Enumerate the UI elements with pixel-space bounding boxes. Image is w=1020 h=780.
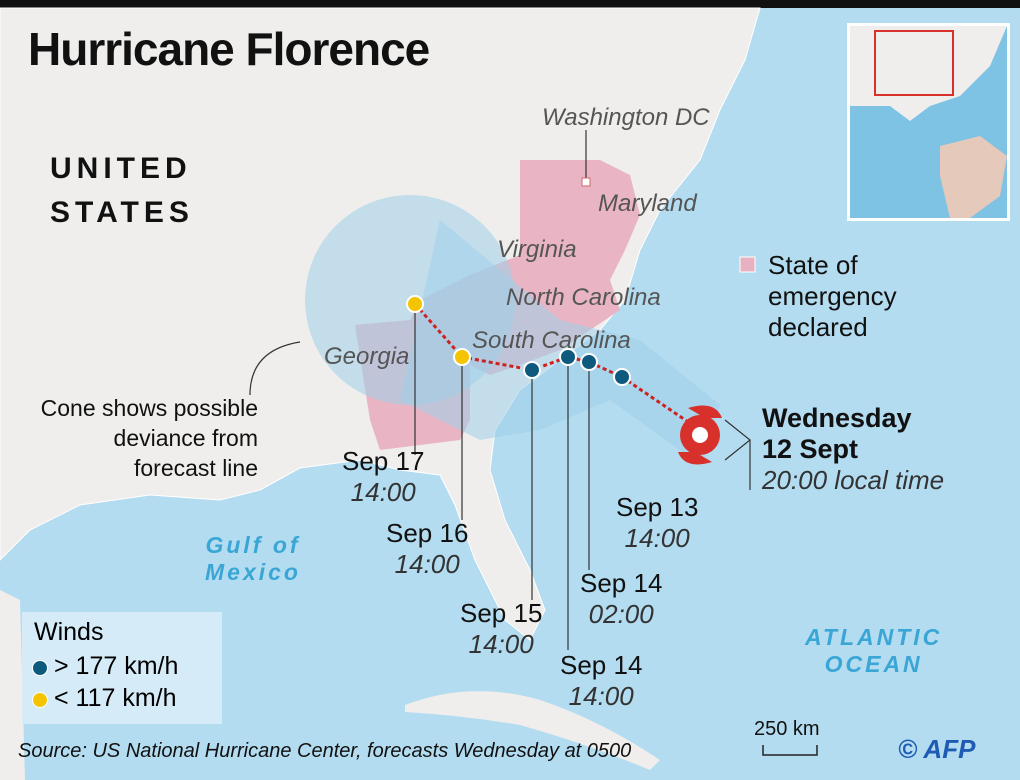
cone-note: Cone shows possible deviance from foreca… — [41, 393, 258, 483]
label-maryland: Maryland — [598, 190, 697, 217]
forecast-date: Sep 13 — [616, 492, 699, 522]
forecast-date: Sep 16 — [386, 518, 469, 548]
forecast-time: 02:00 — [588, 599, 654, 629]
label-south-carolina: South Carolina — [472, 327, 631, 354]
point-sep17 — [406, 295, 424, 313]
label-north-carolina: North Carolina — [506, 284, 661, 311]
map-title: Hurricane Florence — [28, 23, 430, 75]
emergency-line1: State of — [768, 250, 858, 280]
legend-label-weak: < 117 km/h — [54, 684, 177, 712]
forecast-label-sep17: Sep 17 14:00 — [342, 446, 424, 508]
cone-note-line1: Cone shows possible — [40, 395, 258, 421]
scale-bar — [762, 745, 818, 756]
legend-dot-weak — [32, 692, 48, 708]
emergency-legend: State of emergency declared — [768, 250, 897, 343]
point-sep14-14 — [559, 348, 577, 366]
label-georgia: Georgia — [324, 343, 410, 370]
emergency-swatch — [739, 256, 756, 273]
label-atlantic-ocean: ATLANTIC OCEAN — [805, 624, 942, 678]
forecast-date: Sep 14 — [560, 650, 643, 680]
gulf-line2: Mexico — [205, 559, 301, 585]
point-sep16 — [453, 348, 471, 366]
country-label-line2: STATES — [50, 196, 194, 229]
emergency-line2: emergency — [768, 281, 897, 311]
wind-legend: Winds > 177 km/h < 117 km/h — [22, 612, 222, 724]
forecast-time: 14:00 — [568, 681, 634, 711]
legend-label-strong: > 177 km/h — [54, 652, 179, 680]
forecast-label-sep13: Sep 13 14:00 — [616, 492, 698, 554]
country-label-line1: UNITED — [50, 152, 192, 185]
atlantic-line1: ATLANTIC — [805, 624, 943, 650]
inset-focus-box — [874, 30, 954, 96]
current-position-label: Wednesday 12 Sept 20:00 local time — [762, 403, 944, 496]
legend-dot-strong — [32, 660, 48, 676]
forecast-cone-tail — [400, 220, 720, 465]
legend-title: Winds — [34, 618, 104, 646]
inset-map — [850, 26, 1007, 218]
track-points — [406, 295, 631, 386]
label-gulf-of-mexico: Gulf of Mexico — [205, 532, 301, 586]
point-sep15 — [523, 361, 541, 379]
inset-south-america — [940, 136, 1007, 218]
source-note: Source: US National Hurricane Center, fo… — [18, 740, 632, 762]
top-bar — [0, 0, 1020, 8]
pointer-lines — [249, 130, 751, 650]
forecast-time: 14:00 — [624, 523, 690, 553]
afp-logo: © AFP — [898, 734, 976, 764]
inset-locator-map — [847, 23, 1010, 221]
hurricane-icon — [678, 405, 722, 465]
washington-marker — [581, 177, 591, 187]
forecast-time: 14:00 — [350, 477, 416, 507]
cone-note-line2: deviance from — [113, 425, 258, 451]
cone-note-line3: forecast line — [133, 455, 258, 481]
emergency-line3: declared — [768, 312, 868, 342]
forecast-label-sep16: Sep 16 14:00 — [386, 518, 468, 580]
current-time: 20:00 local time — [762, 465, 945, 495]
forecast-date: Sep 15 — [460, 598, 543, 628]
label-washington: Washington DC — [542, 104, 710, 131]
forecast-label-sep15: Sep 15 14:00 — [460, 598, 542, 660]
atlantic-line2: OCEAN — [824, 651, 923, 677]
scale-label: 250 km — [754, 718, 820, 740]
current-date: 12 Sept — [762, 434, 859, 464]
land-cuba — [405, 691, 660, 770]
forecast-label-sep14-14: Sep 14 14:00 — [560, 650, 642, 712]
point-sep14-02 — [580, 353, 598, 371]
point-sep13 — [613, 368, 631, 386]
land-bottom-left — [0, 590, 25, 780]
label-virginia: Virginia — [497, 236, 577, 263]
forecast-label-sep14-02: Sep 14 02:00 — [580, 568, 662, 630]
forecast-date: Sep 17 — [342, 446, 425, 476]
gulf-line1: Gulf of — [205, 532, 301, 558]
inset-north-america — [850, 26, 1007, 121]
forecast-date: Sep 14 — [580, 568, 663, 598]
forecast-time: 14:00 — [468, 629, 534, 659]
current-day: Wednesday — [762, 403, 912, 433]
forecast-time: 14:00 — [394, 549, 460, 579]
